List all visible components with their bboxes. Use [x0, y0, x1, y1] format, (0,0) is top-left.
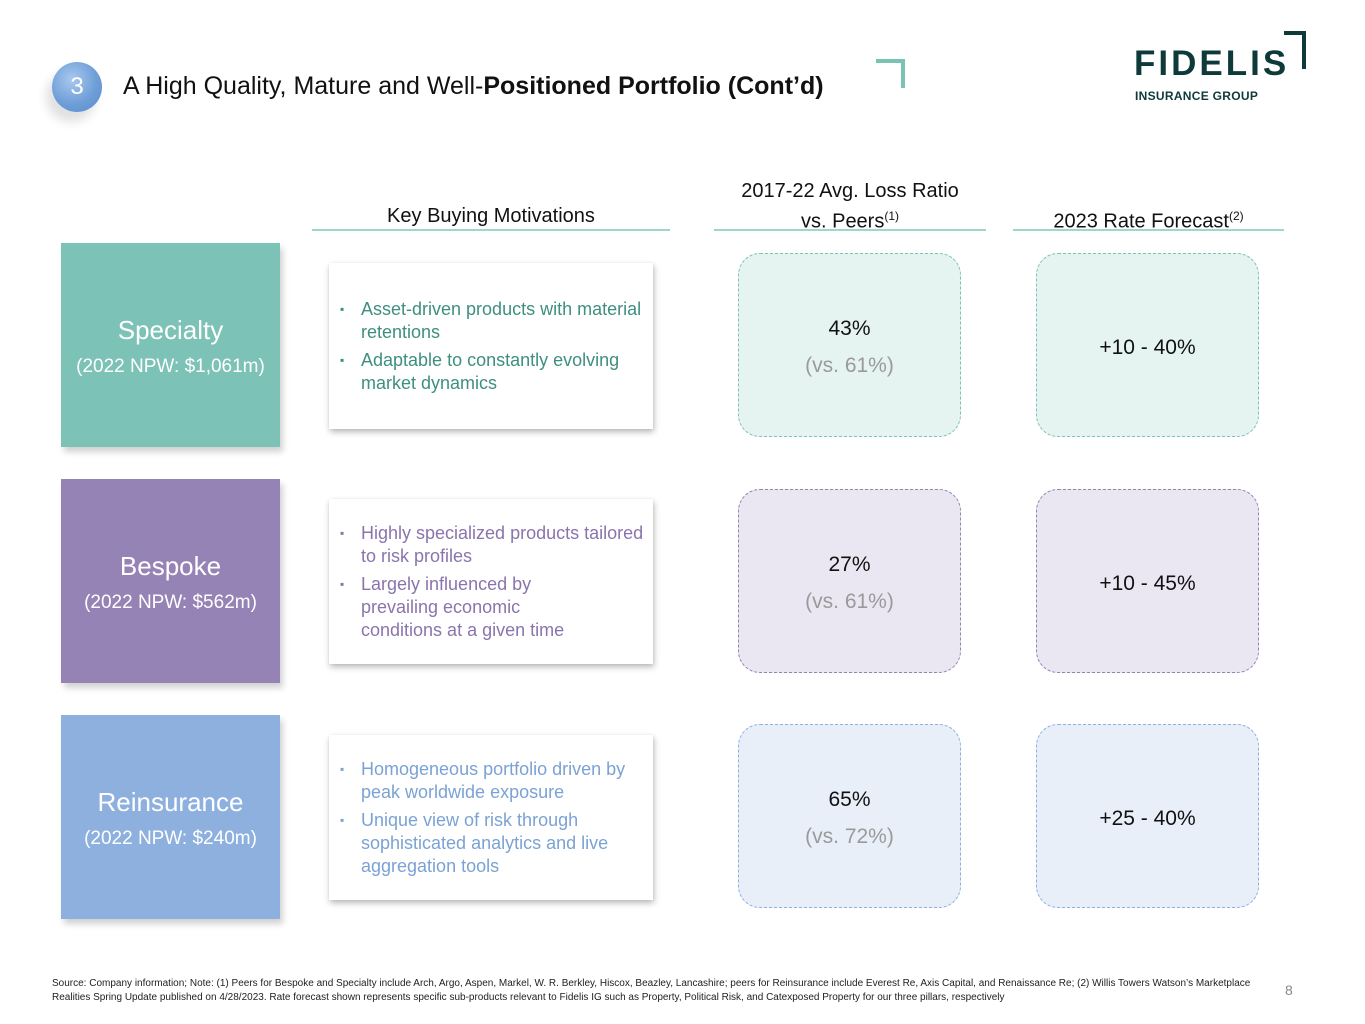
motivation-item: ▪ Asset-driven products with material ret…: [340, 299, 642, 342]
rate-forecast-box-bespoke: +10 - 45%: [1036, 489, 1259, 673]
column-header-loss-ratio-line1: 2017-22 Avg. Loss Ratio: [741, 180, 959, 202]
motivations-card-bespoke: ▪ Highly specialized products tailored to…: [329, 499, 653, 664]
title-accent-bracket: [876, 59, 905, 88]
segment-name: Reinsurance: [97, 787, 244, 817]
logo-subtitle: INSURANCE GROUP: [1135, 89, 1259, 103]
bullet-icon: ▪: [340, 813, 345, 827]
rate-forecast-label: 2023 Rate Forecast: [1053, 210, 1229, 233]
bullet-icon: ▪: [340, 526, 345, 540]
footnote: Source: Company information; Note: (1) P…: [52, 978, 1251, 1003]
footnote-ref-1: (1): [884, 209, 900, 223]
segment-npw: (2022 NPW: $240m): [84, 828, 257, 849]
rate-forecast-value: +25 - 40%: [1099, 807, 1196, 830]
loss-ratio-value: 43%: [828, 317, 871, 340]
loss-ratio-box-reinsurance: 65% (vs. 72%): [738, 724, 961, 908]
peer-loss-ratio-value: (vs. 61%): [805, 354, 894, 377]
column-header-rate-forecast: 2023 Rate Forecast(2): [1013, 204, 1284, 235]
segment-npw: (2022 NPW: $1,061m): [76, 356, 265, 377]
page-title: A High Quality, Mature and Well-Position…: [123, 72, 824, 101]
loss-ratio-box-specialty: 43% (vs. 61%): [738, 253, 961, 437]
bullet-icon: ▪: [340, 302, 345, 316]
rate-forecast-box-reinsurance: +25 - 40%: [1036, 724, 1259, 908]
bullet-icon: ▪: [340, 353, 345, 367]
column-underline: [1013, 229, 1284, 231]
segment-box-reinsurance: Reinsurance (2022 NPW: $240m): [61, 715, 280, 919]
motivation-item: ▪ Highly specialized products tailored to…: [340, 523, 644, 566]
motivation-item: ▪ Unique view of risk through sophisticat…: [340, 810, 609, 876]
column-underline: [312, 229, 670, 231]
column-header-loss-ratio-line2: vs. Peers(1): [714, 204, 986, 235]
bullet-icon: ▪: [340, 762, 345, 776]
motivations-card-reinsurance: ▪ Homogeneous portfolio driven by peak wo…: [329, 735, 653, 900]
rate-forecast-box-specialty: +10 - 40%: [1036, 253, 1259, 437]
logo-accent-bracket: [1284, 31, 1306, 69]
logo-wordmark: FIDELIS: [1134, 44, 1290, 83]
motivation-item: ▪ Adaptable to constantly evolving market…: [340, 350, 620, 393]
loss-ratio-value: 27%: [828, 553, 871, 576]
peer-loss-ratio-value: (vs. 72%): [805, 825, 894, 848]
page-number: 8: [1285, 982, 1293, 998]
column-header-loss-ratio: 2017-22 Avg. Loss Ratio vs. Peers(1): [714, 179, 986, 235]
column-header-motivations: Key Buying Motivations: [387, 205, 595, 227]
section-number-badge: 3: [52, 62, 102, 112]
motivations-card-specialty: ▪ Asset-driven products with material ret…: [329, 263, 653, 429]
rate-forecast-value: +10 - 45%: [1099, 572, 1196, 595]
column-underline: [714, 229, 986, 231]
segment-box-specialty: Specialty (2022 NPW: $1,061m): [61, 243, 280, 447]
footnote-ref-2: (2): [1228, 209, 1244, 223]
segment-box-bespoke: Bespoke (2022 NPW: $562m): [61, 479, 280, 683]
page-title-bold: Positioned Portfolio (Cont’d): [483, 72, 824, 100]
loss-ratio-box-bespoke: 27% (vs. 61%): [738, 489, 961, 673]
peer-loss-ratio-value: (vs. 61%): [805, 590, 894, 613]
rate-forecast-value: +10 - 40%: [1099, 336, 1196, 359]
segment-npw: (2022 NPW: $562m): [84, 592, 257, 613]
segment-name: Bespoke: [119, 551, 222, 581]
loss-ratio-value: 65%: [828, 788, 871, 811]
motivation-item: ▪ Homogeneous portfolio driven by peak wo…: [340, 759, 626, 802]
motivation-item: ▪ Largely influenced by prevailing econom…: [340, 574, 565, 640]
bullet-icon: ▪: [340, 577, 345, 591]
segment-name: Specialty: [117, 315, 224, 345]
page-title-plain: A High Quality, Mature and Well-: [123, 72, 484, 100]
loss-ratio-label: vs. Peers: [800, 210, 885, 233]
